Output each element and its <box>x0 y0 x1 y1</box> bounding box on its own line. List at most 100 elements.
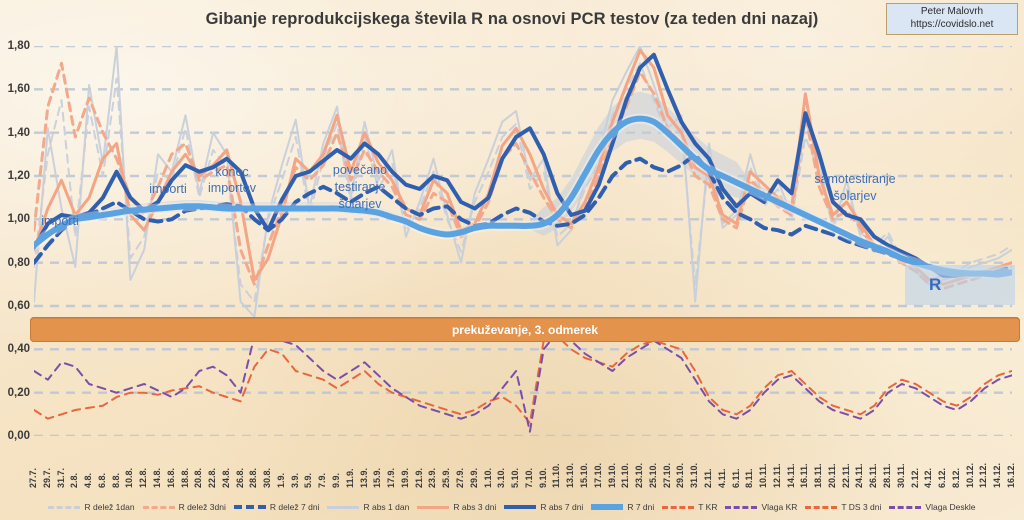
r-series-tag: R <box>905 265 1015 305</box>
y-tick-label: 1,60 <box>7 83 30 96</box>
x-tick-label: 8.12. <box>950 467 961 488</box>
series-line <box>34 335 1012 424</box>
x-tick-label: 30.8. <box>262 467 273 488</box>
y-tick-label: 1,80 <box>7 40 30 52</box>
x-tick-label: 14.11. <box>785 463 796 488</box>
y-tick-label: 0,00 <box>7 430 30 442</box>
x-tick-label: 7.10. <box>523 467 534 488</box>
legend-label: T KR <box>698 502 718 512</box>
x-tick-label: 26.8. <box>234 467 245 488</box>
legend-swatch-icon <box>889 505 922 509</box>
x-tick-label: 2.11. <box>702 468 713 488</box>
y-tick-label: 1,40 <box>7 126 30 139</box>
x-tick-label: 27.9. <box>455 467 465 488</box>
legend-item[interactable]: R abs 3 dni <box>417 502 496 512</box>
legend-swatch-icon <box>327 505 360 509</box>
x-tick-label: 21.9. <box>413 467 424 488</box>
x-tick-label: 31.10. <box>689 462 700 488</box>
x-tick-label: 21.10. <box>620 462 631 488</box>
legend-item[interactable]: R abs 1 dan <box>327 502 409 512</box>
legend-swatch-icon <box>233 505 266 509</box>
x-tick-label: 26.11. <box>868 463 879 488</box>
legend-swatch-icon <box>591 504 624 510</box>
x-tick-label: 29.10. <box>675 462 686 488</box>
legend-item[interactable]: T DS 3 dni <box>805 502 881 512</box>
legend-item[interactable]: R delež 7 dni <box>233 502 320 512</box>
x-tick-label: 7.9. <box>317 472 328 488</box>
y-tick-label: 0,80 <box>7 256 30 269</box>
x-tick-label: 23.9. <box>427 467 438 488</box>
legend-swatch-icon <box>142 505 175 509</box>
page-title: Gibanje reprodukcijskega števila R na os… <box>205 10 819 28</box>
x-tick-label: 6.8. <box>96 472 107 488</box>
x-tick-label: 29.9. <box>468 467 479 488</box>
legend-label: R abs 1 dan <box>363 502 410 512</box>
x-tick-label: 2.12. <box>909 467 920 488</box>
x-tick-label: 6.12. <box>937 467 948 488</box>
x-tick-label: 12.11. <box>771 463 782 488</box>
x-tick-label: 16.8. <box>165 467 176 488</box>
x-tick-label: 3.9. <box>289 472 300 488</box>
legend-label: R abs 3 dni <box>453 502 497 512</box>
series-line <box>34 152 1012 276</box>
legend-item[interactable]: R delež 3dni <box>142 502 226 512</box>
x-tick-label: 10.12. <box>964 462 975 488</box>
legend-label: R delež 7 dni <box>269 502 320 512</box>
x-tick-label: 31.7. <box>55 467 66 488</box>
x-tick-label: 24.11. <box>854 463 865 488</box>
x-tick-label: 27.7. <box>28 467 38 488</box>
x-tick-label: 20.8. <box>193 467 204 488</box>
x-tick-label: 8.11. <box>744 468 755 488</box>
x-tick-label: 30.11. <box>895 463 906 488</box>
legend-label: R abs 7 dni <box>540 502 584 512</box>
x-tick-label: 5.10. <box>510 467 521 488</box>
x-tick-label: 4.8. <box>83 472 94 488</box>
legend-item[interactable]: R delež 1dan <box>48 502 135 512</box>
x-tick-label: 25.9. <box>441 467 452 488</box>
legend-label: Vlaga Deskle <box>925 502 976 512</box>
x-tick-label: 29.7. <box>41 467 52 488</box>
x-tick-label: 27.10. <box>661 462 672 488</box>
x-tick-label: 18.11. <box>813 463 824 488</box>
x-tick-label: 9.10. <box>537 467 548 488</box>
x-tick-label: 15.9. <box>372 467 383 488</box>
x-tick-label: 18.8. <box>179 467 190 488</box>
x-tick-label: 22.11. <box>840 463 851 488</box>
x-tick-label: 1.10. <box>482 467 493 488</box>
x-tick-label: 6.11. <box>730 468 741 488</box>
x-tick-label: 11.10. <box>551 463 562 488</box>
x-tick-label: 22.8. <box>207 467 218 488</box>
series-line <box>34 52 1012 278</box>
credit-author: Peter Malovrh <box>920 6 984 17</box>
legend-swatch-icon <box>805 505 838 509</box>
legend-item[interactable]: T KR <box>662 502 717 512</box>
x-tick-label: 28.11. <box>882 463 893 488</box>
chart-canvas <box>34 46 1012 436</box>
x-tick-label: 4.12. <box>923 467 934 488</box>
legend-item[interactable]: R abs 7 dni <box>504 502 583 512</box>
legend-swatch-icon <box>725 505 758 509</box>
chart-legend: R delež 1dan R delež 3dni R delež 7 dni R a… <box>0 498 1024 516</box>
series-line <box>34 48 1012 286</box>
x-tick-label: 16.12. <box>1006 462 1016 488</box>
legend-item[interactable]: Vlaga KR <box>725 502 797 512</box>
series-line <box>34 62 1012 303</box>
x-tick-label: 3.10. <box>496 467 507 488</box>
legend-label: R 7 dni <box>627 502 655 512</box>
series-line <box>34 326 1012 433</box>
legend-item[interactable]: Vlaga Deskle <box>889 502 976 512</box>
x-tick-label: 2.8. <box>69 472 80 488</box>
y-tick-label: 0,20 <box>7 386 30 399</box>
legend-item[interactable]: R 7 dni <box>591 502 654 512</box>
x-tick-label: 24.8. <box>220 467 231 488</box>
x-tick-label: 14.12. <box>992 462 1003 488</box>
legend-swatch-icon <box>504 505 537 509</box>
legend-label: R delež 3dni <box>178 502 226 512</box>
y-tick-label: 1,20 <box>7 170 30 182</box>
x-tick-label: 10.11. <box>758 463 769 488</box>
x-tick-label: 5.9. <box>303 472 314 488</box>
x-tick-label: 28.8. <box>248 467 259 488</box>
x-tick-label: 16.11. <box>799 463 810 488</box>
x-tick-label: 10.8. <box>124 467 135 488</box>
